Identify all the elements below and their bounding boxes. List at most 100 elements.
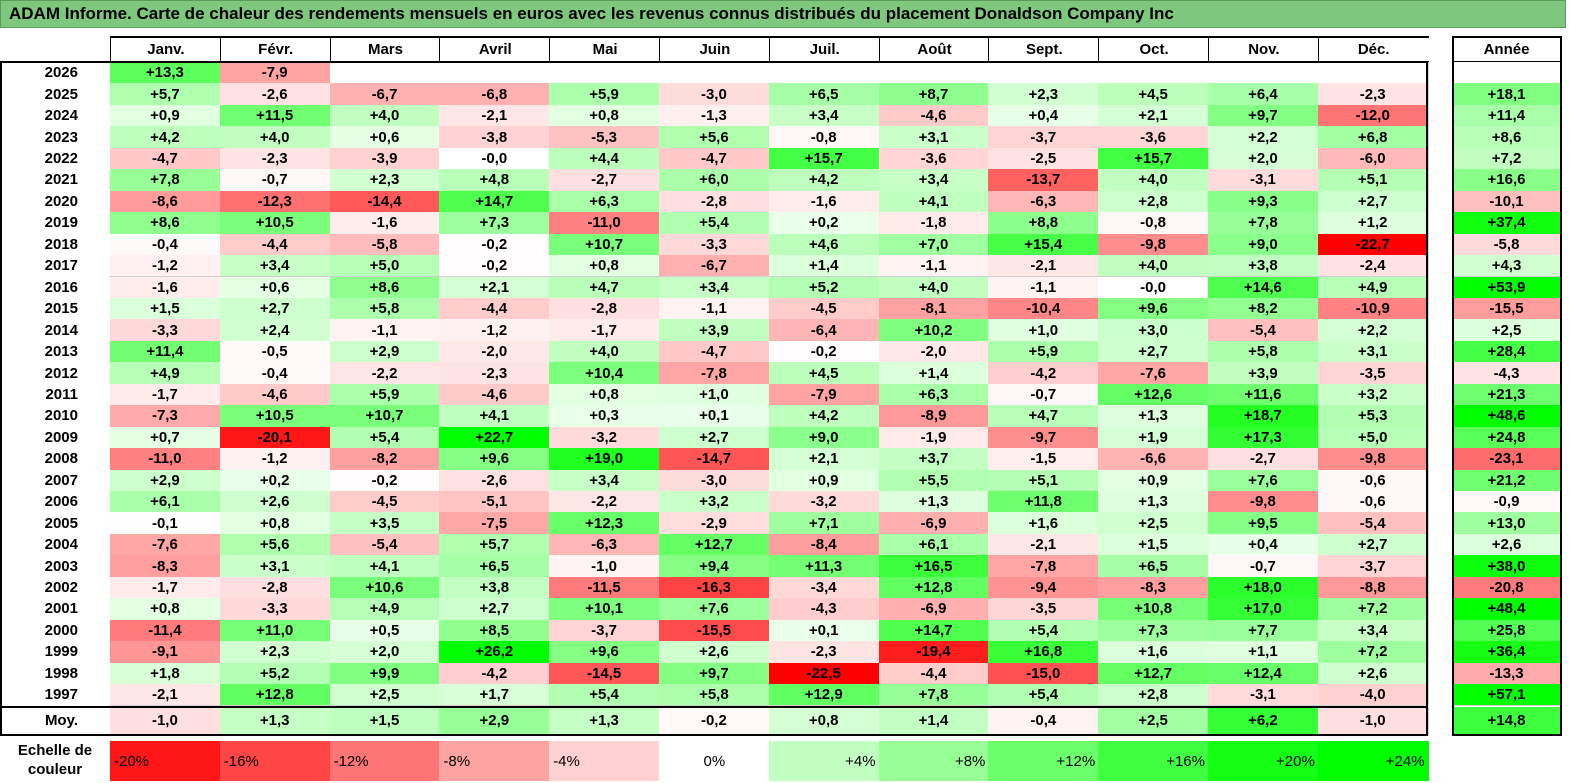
heatmap-cell: +7,2 [1317, 598, 1429, 621]
heatmap-cell: +2,7 [439, 598, 551, 621]
column-header: Mars [329, 36, 441, 63]
heatmap-cell: -7,9 [768, 383, 880, 407]
heatmap-cell: +2,3 [988, 83, 1100, 106]
legend-swatch: -20% [110, 741, 221, 781]
heatmap-cell: +2,7 [1317, 190, 1429, 214]
heatmap-cell: -9,8 [1208, 491, 1319, 514]
heatmap-cell: +7,0 [878, 233, 990, 257]
column-header: Août [878, 36, 990, 63]
heatmap-cell [768, 62, 880, 85]
heatmap-cell: -0,7 [219, 169, 331, 192]
heatmap-cell: +10,6 [329, 576, 441, 600]
heatmap-cell: +5,4 [329, 426, 441, 450]
heatmap-cell: +9,7 [659, 662, 770, 686]
heatmap-cell: -4,2 [439, 662, 551, 686]
year-label: 1999 [44, 643, 78, 661]
heatmap-cell: +1,8 [110, 662, 221, 686]
heatmap-cell: +1,4 [878, 362, 990, 385]
year-label: 2004 [44, 536, 78, 554]
column-header: Déc. [1317, 36, 1429, 63]
year-label: 2009 [44, 428, 78, 446]
column-header: Mai [549, 36, 660, 63]
annual-cell: +57,1 [1452, 684, 1562, 707]
heatmap-cell: -1,6 [329, 212, 441, 235]
heatmap-cell: +6,8 [1317, 126, 1429, 149]
year-label: 2006 [44, 493, 78, 511]
column-header: Juil. [768, 36, 880, 63]
year-label: 2025 [44, 85, 78, 103]
heatmap-cell: +0,9 [1098, 469, 1209, 492]
heatmap-cell: -2,3 [439, 362, 551, 385]
heatmap-cell: +2,6 [659, 641, 770, 664]
heatmap-cell: +0,1 [659, 405, 770, 428]
heatmap-cell: -0,2 [329, 469, 441, 492]
heatmap-cell: -3,1 [1208, 684, 1319, 707]
heatmap-cell: +3,2 [1317, 383, 1429, 407]
column-header: Nov. [1208, 36, 1319, 63]
heatmap-cell: -1,6 [110, 276, 221, 299]
year-label: 2021 [44, 171, 78, 189]
heatmap-cell: +18,7 [1208, 405, 1319, 428]
heatmap-cell: +7,3 [439, 212, 551, 235]
heatmap-cell: -8,4 [768, 533, 880, 557]
annual-cell: -4,3 [1452, 362, 1562, 385]
heatmap-cell: +12,8 [878, 576, 990, 600]
heatmap-cell: +4,0 [1098, 255, 1209, 278]
heatmap-cell: -3,9 [329, 147, 441, 171]
heatmap-cell: -1,3 [659, 104, 770, 128]
heatmap-cell: -22,7 [1317, 233, 1429, 257]
heatmap-cell: -4,5 [768, 297, 880, 321]
heatmap-cell: +4,7 [549, 276, 660, 299]
heatmap-cell: +4,1 [878, 190, 990, 214]
heatmap-cell: +1,2 [1317, 212, 1429, 235]
heatmap-cell: -3,6 [1098, 126, 1209, 149]
heatmap-cell: +3,4 [219, 255, 331, 278]
heatmap-cell: -5,8 [329, 233, 441, 257]
heatmap-cell: +0,9 [110, 104, 221, 128]
annual-cell: +28,4 [1452, 340, 1562, 364]
heatmap-cell: +15,7 [768, 147, 880, 171]
heatmap-cell: +1,5 [110, 297, 221, 321]
year-label: 2026 [44, 64, 78, 82]
heatmap-cell: -13,7 [988, 169, 1100, 192]
average-cell: +6,2 [1208, 706, 1319, 735]
heatmap-cell: -7,8 [988, 555, 1100, 578]
heatmap-cell: +13,3 [110, 62, 221, 85]
heatmap-cell: +3,1 [219, 555, 331, 578]
heatmap-cell: -5,4 [1317, 512, 1429, 535]
heatmap-cell: +3,4 [1317, 619, 1429, 643]
heatmap-cell: -1,6 [768, 190, 880, 214]
heatmap-cell: -2,3 [768, 641, 880, 664]
heatmap-cell: +0,1 [768, 619, 880, 643]
heatmap-cell: +7,6 [659, 598, 770, 621]
heatmap-cell: -1,1 [878, 255, 990, 278]
heatmap-cell: +2,2 [1208, 126, 1319, 149]
heatmap-cell: +1,4 [768, 255, 880, 278]
heatmap-cell: -3,0 [659, 469, 770, 492]
heatmap-cell: -8,9 [878, 405, 990, 428]
heatmap-cell: +10,7 [329, 405, 441, 428]
heatmap-cell: +0,2 [768, 212, 880, 235]
heatmap-cell: -6,8 [439, 83, 551, 106]
heatmap-cell: +2,7 [1098, 340, 1209, 364]
heatmap-cell: -10,4 [988, 297, 1100, 321]
heatmap-cell: -1,7 [549, 319, 660, 342]
legend-swatch: -8% [439, 741, 551, 781]
heatmap-cell: -7,6 [1098, 362, 1209, 385]
annual-cell: -0,9 [1452, 491, 1562, 514]
heatmap-cell: -6,6 [1098, 448, 1209, 471]
heatmap-cell: +7,1 [768, 512, 880, 535]
heatmap-cell: +5,4 [988, 684, 1100, 707]
heatmap-cell: +14,7 [878, 619, 990, 643]
year-label: 2016 [44, 278, 78, 296]
heatmap-cell: +10,5 [219, 212, 331, 235]
heatmap-cell: +9,6 [439, 448, 551, 471]
annual-cell: +37,4 [1452, 212, 1562, 235]
heatmap-cell: +5,4 [549, 684, 660, 707]
annual-cell: +25,8 [1452, 619, 1562, 643]
heatmap-cell: -2,1 [110, 684, 221, 707]
heatmap-cell: +4,0 [878, 276, 990, 299]
heatmap-cell: +2,8 [1098, 684, 1209, 707]
heatmap-cell [1098, 62, 1209, 85]
heatmap-cell: -0,4 [219, 362, 331, 385]
